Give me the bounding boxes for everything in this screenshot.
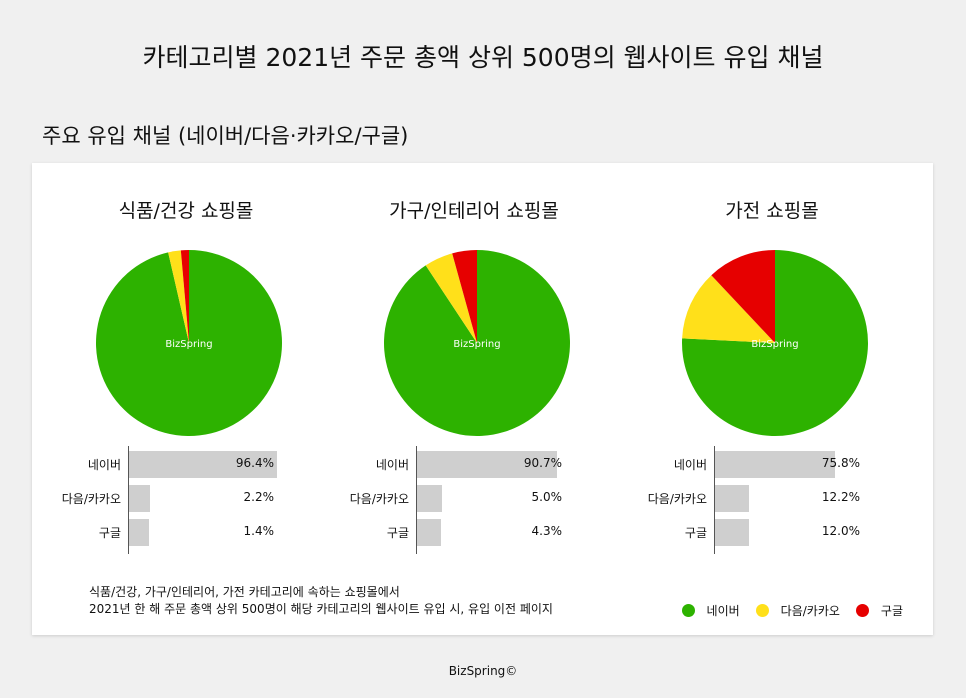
bar-value-label: 1.4% xyxy=(243,524,275,538)
footnote-line: 2021년 한 해 주문 총액 상위 500명이 해당 카테고리의 웹사이트 유… xyxy=(89,602,553,616)
bar-row: 네이버 90.7% xyxy=(324,451,624,479)
bar-row: 구글 4.3% xyxy=(324,519,624,547)
bar xyxy=(129,451,278,478)
legend-label: 구글 xyxy=(880,604,903,618)
pie-chart: BizSpring xyxy=(682,250,868,436)
bar-value-label: 96.4% xyxy=(235,456,274,470)
bar-label: 네이버 xyxy=(375,458,409,472)
bar-value-label: 5.0% xyxy=(531,490,563,504)
pie-title: 가전 쇼핑몰 xyxy=(725,200,819,222)
bar xyxy=(715,519,750,546)
bar-label: 네이버 xyxy=(673,458,707,472)
pie-slice-2 xyxy=(452,250,477,343)
watermark-logo: BizSpring xyxy=(165,339,212,350)
bar-row: 다음/카카오 2.2% xyxy=(36,485,336,513)
bar-value-label: 2.2% xyxy=(243,490,275,504)
pie-panel: 식품/건강 쇼핑몰 네이버 96.4% 다음/카카오 2.2% 구글 1.4% B… xyxy=(36,163,336,635)
bar-row: 다음/카카오 12.2% xyxy=(622,485,922,513)
bar xyxy=(129,519,149,546)
pie-slice-1 xyxy=(168,250,189,343)
pie-chart: BizSpring xyxy=(384,250,570,436)
legend-swatch-naver xyxy=(681,604,695,617)
bar-value-label: 12.2% xyxy=(821,490,860,504)
section-subtitle: 주요 유입 채널 (네이버/다음·카카오/구글) xyxy=(42,124,409,148)
bar-row: 구글 12.0% xyxy=(622,519,922,547)
pie-title: 가구/인테리어 쇼핑몰 xyxy=(389,200,559,222)
bar-value-label: 4.3% xyxy=(531,524,563,538)
footnote-line: 식품/건강, 가구/인테리어, 가전 카테고리에 속하는 쇼핑몰에서 xyxy=(89,585,400,599)
bar-value-label: 75.8% xyxy=(821,456,860,470)
pie-panel: 가전 쇼핑몰 네이버 75.8% 다음/카카오 12.2% 구글 12.0% Bi… xyxy=(622,163,922,635)
bar-value-label: 90.7% xyxy=(523,456,562,470)
pie-slice-2 xyxy=(180,250,189,343)
pie-slice-1 xyxy=(682,275,775,343)
bar-chart: 네이버 90.7% 다음/카카오 5.0% 구글 4.3% xyxy=(324,446,624,558)
watermark-logo: BizSpring xyxy=(751,339,798,350)
pie-slice-2 xyxy=(711,250,775,343)
bar-row: 다음/카카오 5.0% xyxy=(324,485,624,513)
pie-chart: BizSpring xyxy=(96,250,283,436)
bar xyxy=(715,451,836,478)
bar-label: 구글 xyxy=(386,526,409,540)
pie-panel: 가구/인테리어 쇼핑몰 네이버 90.7% 다음/카카오 5.0% 구글 4.3… xyxy=(324,163,624,635)
bar-row: 네이버 96.4% xyxy=(36,451,336,479)
bar-label: 구글 xyxy=(98,526,121,540)
bar-label: 다음/카카오 xyxy=(647,492,707,506)
legend: 네이버 다음/카카오 구글 xyxy=(666,602,903,619)
bar-value-label: 12.0% xyxy=(821,524,860,538)
bar xyxy=(129,485,150,512)
bar-axis xyxy=(128,446,129,554)
footnote: 식품/건강, 가구/인테리어, 가전 카테고리에 속하는 쇼핑몰에서 2021년… xyxy=(89,584,553,618)
legend-label: 네이버 xyxy=(706,604,740,618)
bar xyxy=(417,451,558,478)
legend-swatch-google xyxy=(855,604,869,617)
bar-chart: 네이버 96.4% 다음/카카오 2.2% 구글 1.4% xyxy=(36,446,336,558)
bar-label: 다음/카카오 xyxy=(61,492,121,506)
bar xyxy=(417,519,441,546)
bar xyxy=(715,485,750,512)
pie-slice-0 xyxy=(96,250,283,436)
pie-slice-1 xyxy=(425,253,477,343)
bar-row: 구글 1.4% xyxy=(36,519,336,547)
bar xyxy=(417,485,442,512)
bar-label: 다음/카카오 xyxy=(349,492,409,506)
page-title: 카테고리별 2021년 주문 총액 상위 500명의 웹사이트 유입 채널 xyxy=(142,43,824,72)
bar-axis xyxy=(416,446,417,554)
bar-axis xyxy=(714,446,715,554)
legend-label: 다음/카카오 xyxy=(780,604,840,618)
bar-label: 구글 xyxy=(684,526,707,540)
pie-title: 식품/건강 쇼핑몰 xyxy=(118,200,254,222)
footer-copyright: BizSpring© xyxy=(448,664,518,678)
legend-swatch-daum xyxy=(755,604,769,617)
bar-label: 네이버 xyxy=(87,458,121,472)
bar-row: 네이버 75.8% xyxy=(622,451,922,479)
bar-chart: 네이버 75.8% 다음/카카오 12.2% 구글 12.0% xyxy=(622,446,922,558)
watermark-logo: BizSpring xyxy=(453,339,500,350)
chart-card: 식품/건강 쇼핑몰 네이버 96.4% 다음/카카오 2.2% 구글 1.4% B… xyxy=(32,163,933,635)
